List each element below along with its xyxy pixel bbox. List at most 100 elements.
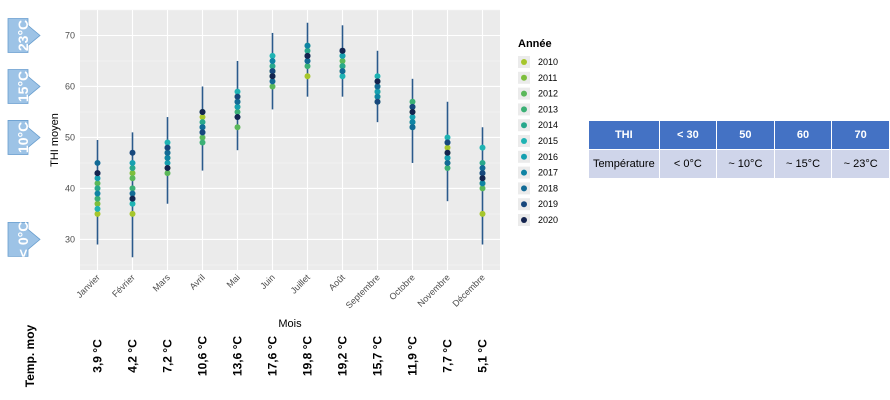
x-axis-title: Mois: [278, 318, 302, 330]
legend-label-2016: 2016: [538, 152, 558, 162]
data-point-2015: [269, 52, 276, 59]
x-tick-label: Janvier: [74, 272, 102, 300]
legend-key-2017: [521, 169, 527, 176]
legend-label-2020: 2020: [538, 215, 558, 225]
data-point-2018: [304, 57, 311, 64]
data-point-2019: [444, 139, 451, 146]
thi-temperature-table: THI < 30 50 60 70 Température < 0°C ~ 10…: [588, 120, 890, 179]
data-point-2016: [339, 52, 346, 59]
legend-title: Année: [518, 38, 552, 50]
data-point-2018: [199, 124, 206, 131]
legend-label-2017: 2017: [538, 168, 558, 178]
y-tick-label: 40: [65, 183, 75, 193]
data-point-2015: [444, 134, 451, 141]
thi-table-cell: Température: [588, 149, 660, 179]
data-point-2019: [129, 149, 136, 156]
data-point-2013: [409, 98, 416, 105]
x-tick-label: Septembre: [344, 272, 382, 310]
data-point-2014: [129, 165, 136, 172]
data-point-2010: [94, 210, 101, 217]
data-point-2017: [269, 57, 276, 64]
temperature-value: 17,6 °C: [266, 336, 280, 376]
legend-key-2020: [521, 217, 527, 223]
data-point-2019: [374, 98, 381, 105]
x-tick-label: Décembre: [450, 272, 486, 308]
data-points: [94, 42, 486, 217]
temperature-marker-arrow: [7, 69, 41, 104]
y-tick-label: 60: [65, 81, 75, 91]
data-point-2020: [409, 108, 416, 115]
legend-label-2015: 2015: [538, 136, 558, 146]
y-tick-label: 50: [65, 132, 75, 142]
legend: 2010 2011 2012 2013 2014 2015 2016 2017 2018 2019…: [518, 56, 558, 226]
thi-table-header-cell: 70: [831, 120, 890, 150]
x-tick-label: Juillet: [289, 272, 313, 296]
temperature-value: 10,6 °C: [196, 336, 210, 376]
thi-table-header-cell: 50: [716, 120, 775, 150]
data-point-2017: [479, 180, 486, 187]
data-point-2019: [269, 68, 276, 75]
temperature-value: 7,7 °C: [441, 339, 455, 373]
data-point-2010: [304, 73, 311, 80]
legend-label-2011: 2011: [538, 73, 557, 83]
data-point-2010: [444, 144, 451, 151]
data-point-2012: [479, 185, 486, 192]
thi-table-cell: < 0°C: [658, 149, 718, 179]
data-point-2013: [304, 63, 311, 70]
legend-key-2018: [521, 185, 527, 192]
data-point-2014: [269, 63, 276, 70]
x-tick-label: Mars: [151, 272, 173, 294]
legend-key-2015: [521, 138, 527, 144]
temperature-marker-label: 15°C: [15, 71, 31, 102]
data-point-2020: [234, 114, 241, 121]
data-point-2013: [94, 195, 101, 202]
legend-label-2012: 2012: [538, 89, 558, 99]
x-tick-label: Avril: [188, 272, 207, 291]
temperature-marker-arrow: [7, 18, 41, 53]
thi-table-header-cell: THI: [588, 120, 660, 150]
data-point-2017: [304, 42, 311, 49]
data-point-2015: [374, 73, 381, 80]
x-tick-label: Juin: [258, 272, 277, 291]
temperature-values: 3,9 °C 4,2 °C 7,2 °C 10,6 °C 13,6 °C 17,6 °C 1…: [91, 336, 490, 376]
data-point-2019: [479, 170, 486, 177]
data-point-2012: [94, 180, 101, 187]
data-point-2017: [374, 93, 381, 100]
legend-label-2019: 2019: [538, 199, 558, 209]
data-point-2019: [234, 93, 241, 100]
data-point-2018: [479, 165, 486, 172]
y-tick-labels: 30 40 50 60 70: [65, 30, 75, 244]
y-axis-title: THI moyen: [49, 113, 61, 167]
data-point-2015: [339, 73, 346, 80]
data-point-2013: [444, 165, 451, 172]
data-point-2012: [269, 83, 276, 90]
data-point-2014: [479, 159, 486, 166]
y-tick-label: 70: [65, 30, 75, 40]
temperature-marker-label: < 0°C: [15, 222, 31, 258]
x-tick-label: Octobre: [387, 272, 417, 302]
legend-key-2016: [521, 153, 527, 160]
data-point-2012: [234, 124, 241, 131]
data-point-2020: [94, 170, 101, 177]
legend-label-2018: 2018: [538, 183, 558, 193]
data-point-2016: [374, 88, 381, 95]
data-point-2012: [129, 175, 136, 182]
data-point-2020: [164, 165, 171, 172]
temperature-value: 7,2 °C: [161, 339, 175, 373]
data-point-2018: [129, 190, 136, 197]
data-point-2010: [479, 210, 486, 217]
data-point-2020: [269, 73, 276, 80]
legend-key-2019: [521, 201, 527, 208]
data-point-2015: [164, 139, 171, 146]
data-point-2013: [234, 108, 241, 115]
x-tick-label: Novembre: [415, 272, 451, 308]
data-point-2014: [199, 119, 206, 126]
legend-label-2014: 2014: [538, 120, 558, 130]
x-tick-label: Août: [327, 272, 348, 293]
data-point-2018: [94, 159, 101, 166]
data-point-2019: [409, 103, 416, 110]
data-point-2020: [199, 108, 206, 115]
data-point-2020: [444, 149, 451, 156]
temp-row-title: Temp. moy: [23, 324, 37, 387]
